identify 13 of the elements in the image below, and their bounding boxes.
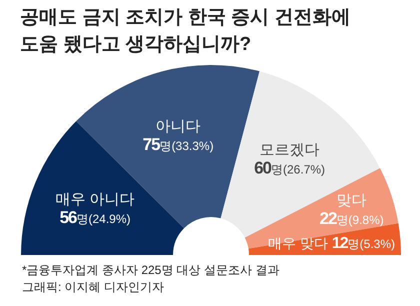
slice-label: 매우 맞다 <box>268 234 332 251</box>
data-label: 60명(26.7%) <box>254 158 326 178</box>
data-label: 12명(5.3%) <box>332 234 396 252</box>
chart-title: 공매도 금지 조치가 한국 증시 건전화에 도움 됐다고 생각하십니까? <box>20 6 352 57</box>
data-label: 22명(9.8%) <box>319 209 384 228</box>
text: 그래픽: 이지혜 디자인기자 <box>22 279 166 296</box>
text: *금융투자업계 종사자 225명 대상 설문조사 결과 <box>22 262 280 279</box>
slice-label: 아니다 <box>156 118 201 135</box>
slice-label: 매우 아니다 <box>55 191 135 208</box>
slice-label: 맞다 <box>336 192 367 210</box>
data-label: 75명(33.3%) <box>142 134 214 154</box>
slice-label: 모르겠다 <box>260 141 320 158</box>
data-label: 56명(24.9%) <box>60 208 131 228</box>
